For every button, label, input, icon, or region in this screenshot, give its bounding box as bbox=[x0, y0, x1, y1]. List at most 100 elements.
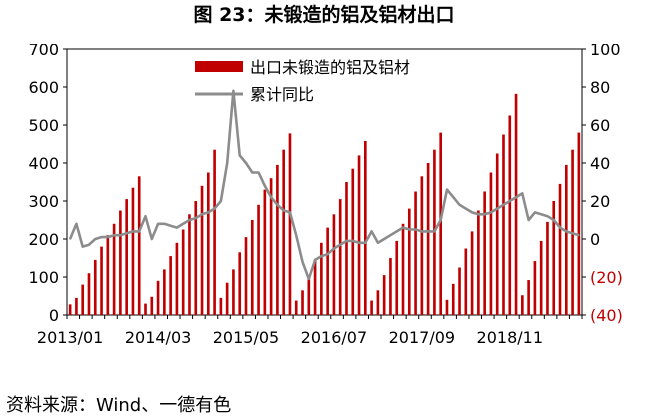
bar bbox=[326, 227, 329, 315]
line-point bbox=[182, 223, 184, 225]
bar bbox=[395, 240, 399, 315]
line-point bbox=[515, 196, 517, 198]
bar bbox=[250, 220, 254, 315]
y-left-tick-label: 200 bbox=[28, 230, 59, 249]
bar bbox=[175, 242, 179, 315]
line-point bbox=[527, 219, 530, 221]
bar bbox=[338, 199, 342, 315]
bar bbox=[307, 275, 311, 315]
x-tick-label: 2018/11 bbox=[477, 328, 543, 347]
bar bbox=[533, 261, 537, 315]
bar bbox=[169, 256, 172, 315]
line-point bbox=[138, 230, 141, 233]
bar bbox=[112, 223, 116, 315]
line-point bbox=[100, 236, 103, 238]
bar bbox=[458, 267, 461, 315]
line-point bbox=[408, 228, 411, 231]
line-point bbox=[188, 219, 191, 221]
bar bbox=[514, 93, 518, 315]
bar bbox=[489, 172, 493, 315]
line-point bbox=[125, 232, 128, 235]
y-right-tick-label: 20 bbox=[590, 192, 610, 211]
bar bbox=[577, 132, 581, 315]
line-point bbox=[220, 200, 222, 202]
y-left-tick-label: 700 bbox=[28, 44, 59, 59]
line-point bbox=[546, 215, 549, 217]
line-point bbox=[446, 188, 448, 191]
line-point bbox=[496, 207, 499, 210]
bar bbox=[181, 229, 185, 315]
bar bbox=[357, 155, 361, 315]
line-point bbox=[295, 234, 298, 236]
bar bbox=[244, 237, 248, 315]
line-point bbox=[345, 240, 348, 242]
line-point bbox=[483, 213, 486, 216]
bar bbox=[389, 258, 392, 315]
bar bbox=[131, 187, 135, 315]
bar bbox=[163, 269, 166, 315]
bar bbox=[495, 153, 499, 315]
bar bbox=[263, 189, 267, 315]
bar bbox=[106, 235, 110, 315]
line-point bbox=[113, 234, 115, 236]
bar bbox=[420, 176, 424, 315]
line-point bbox=[257, 171, 260, 174]
line-point bbox=[402, 226, 404, 229]
line-point bbox=[333, 247, 335, 250]
bar bbox=[238, 252, 242, 315]
bar bbox=[144, 303, 147, 315]
figure-title: 图 23：未锻造的铝及铝材出口 bbox=[193, 4, 455, 26]
line-point bbox=[176, 226, 178, 229]
x-tick-label: 2014/03 bbox=[125, 328, 191, 347]
bar bbox=[137, 176, 141, 315]
line-point bbox=[565, 230, 568, 233]
line-point bbox=[578, 234, 580, 236]
y-right-tick-label: 60 bbox=[590, 116, 610, 135]
bar bbox=[301, 290, 304, 315]
bar bbox=[269, 178, 273, 315]
line-series bbox=[68, 89, 580, 281]
line-point bbox=[534, 211, 536, 214]
bar bbox=[470, 231, 474, 315]
line-point bbox=[169, 224, 172, 227]
bar bbox=[68, 304, 72, 315]
bar bbox=[213, 149, 216, 315]
source-note: 资料来源：Wind、一德有色 bbox=[6, 395, 232, 416]
bar bbox=[345, 182, 348, 315]
line-point bbox=[232, 90, 235, 92]
line-point bbox=[88, 243, 90, 246]
y-left-tick-label: 300 bbox=[28, 192, 59, 211]
line-point bbox=[94, 238, 97, 240]
line-point bbox=[389, 234, 392, 236]
y-left-tick-label: 400 bbox=[28, 154, 59, 173]
bar bbox=[439, 132, 443, 315]
line-point bbox=[490, 211, 492, 214]
line-point bbox=[421, 230, 423, 233]
bar bbox=[156, 280, 160, 315]
line-point bbox=[245, 162, 247, 164]
bar bbox=[225, 282, 229, 315]
line-point bbox=[458, 204, 461, 206]
line-point bbox=[163, 223, 166, 225]
bar bbox=[364, 140, 367, 315]
y-right-tick-label: 80 bbox=[590, 78, 610, 97]
bar bbox=[382, 275, 386, 315]
line-point bbox=[69, 238, 71, 240]
bar bbox=[370, 300, 373, 315]
x-tick-label: 2017/09 bbox=[389, 328, 455, 347]
line-point bbox=[339, 243, 342, 246]
line-point bbox=[508, 200, 511, 202]
line-point bbox=[119, 234, 122, 236]
bar bbox=[539, 240, 543, 315]
line-point bbox=[201, 213, 203, 216]
bar bbox=[483, 191, 486, 315]
line-point bbox=[414, 228, 417, 231]
line-point bbox=[540, 213, 542, 216]
bar bbox=[232, 269, 235, 315]
line-point bbox=[226, 162, 228, 164]
bar bbox=[294, 300, 298, 315]
bar bbox=[527, 280, 530, 315]
y-right-tick-label: (20) bbox=[590, 268, 623, 287]
bar bbox=[200, 185, 204, 315]
bar bbox=[75, 297, 78, 315]
